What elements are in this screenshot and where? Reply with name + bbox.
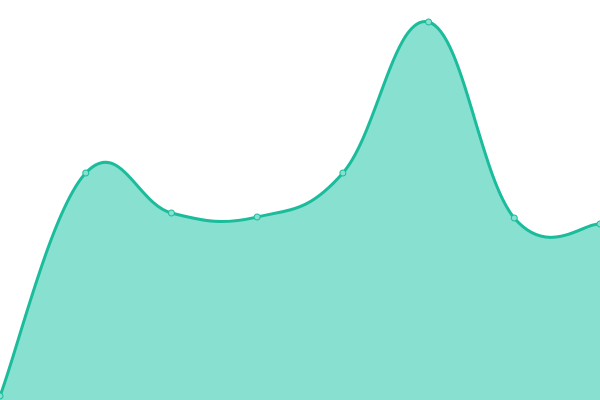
data-point	[339, 169, 347, 177]
data-point	[167, 209, 175, 217]
data-point	[82, 169, 90, 177]
data-point	[253, 213, 261, 221]
data-point	[425, 18, 433, 26]
data-point	[0, 392, 4, 400]
data-point	[510, 214, 518, 222]
data-points	[0, 18, 600, 400]
data-point	[596, 220, 600, 228]
area-fill	[0, 21, 600, 400]
